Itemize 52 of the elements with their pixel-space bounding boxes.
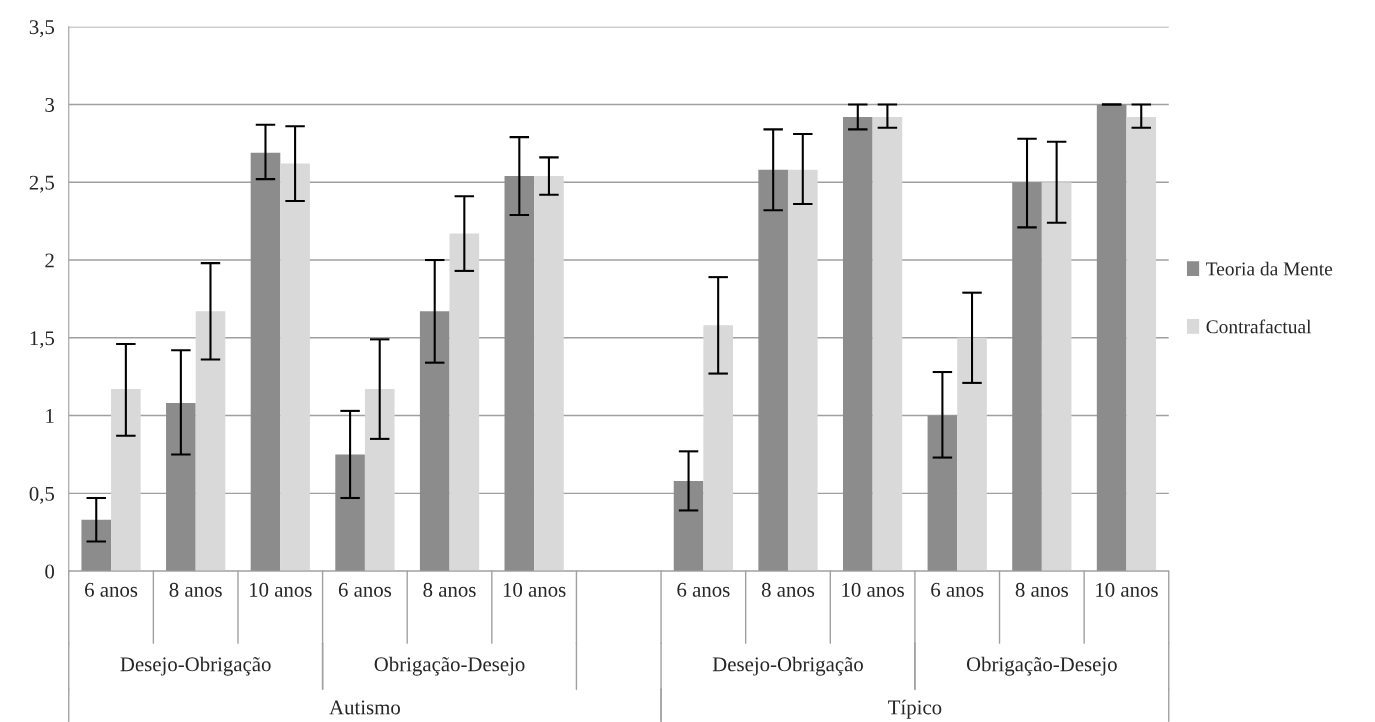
bar — [703, 325, 733, 572]
bar — [758, 169, 788, 572]
x-tick-label: 8 anos — [1015, 582, 1068, 597]
bar — [250, 152, 281, 572]
bar — [419, 311, 450, 572]
y-tick-label: 0,5 — [29, 486, 55, 504]
x-tick-label: 10 anos — [250, 582, 312, 597]
legend-label: Contrafactual — [1206, 319, 1312, 334]
text: Desejo-Obrigação — [712, 656, 863, 676]
text: Obrigação-Desejo — [374, 656, 525, 676]
bar — [872, 116, 903, 572]
y-tick-label: 2 — [45, 253, 54, 268]
x-tick-label: 6 anos — [677, 582, 730, 597]
y-tick-label: 3,5 — [29, 20, 55, 38]
bar — [842, 116, 873, 572]
bar — [111, 389, 141, 572]
bar — [927, 415, 958, 572]
legend-label: Teoria da Mente — [1206, 261, 1333, 276]
bar — [1126, 116, 1157, 572]
x-tick-label: 10 anos — [503, 582, 566, 597]
y-tick-label: 1 — [46, 409, 54, 423]
y-tick-label: 2,5 — [29, 175, 55, 193]
bar — [504, 176, 535, 572]
bar — [673, 480, 704, 572]
bar — [1041, 182, 1072, 572]
bar — [166, 403, 196, 572]
x-tick-label: 10 anos — [1096, 582, 1158, 597]
bar — [280, 163, 310, 572]
x-tick-label: 8 anos — [761, 582, 815, 597]
bar — [1096, 104, 1127, 572]
x-tick-label: 10 anos — [842, 582, 904, 597]
bar — [364, 389, 395, 572]
bar — [1012, 182, 1042, 572]
y-tick-label: 3 — [45, 97, 55, 112]
text: Obrigação-Desejo — [966, 656, 1117, 676]
y-tick-label: 0 — [45, 564, 55, 579]
x-tick-label: 6 anos — [85, 582, 138, 597]
bar — [534, 176, 564, 572]
text: Típico — [888, 699, 942, 719]
text: Desejo-Obrigação — [120, 656, 271, 676]
x-tick-label: 6 anos — [931, 582, 984, 597]
bar — [335, 454, 365, 572]
text: Autismo — [329, 700, 400, 715]
bar — [81, 519, 112, 572]
bar — [195, 311, 226, 572]
y-tick-label: 1,5 — [30, 331, 55, 349]
bar — [449, 233, 480, 572]
bar — [787, 169, 818, 572]
bar — [957, 337, 987, 572]
x-tick-label: 8 anos — [423, 582, 476, 597]
x-tick-label: 6 anos — [338, 582, 392, 597]
x-tick-label: 8 anos — [169, 582, 222, 597]
